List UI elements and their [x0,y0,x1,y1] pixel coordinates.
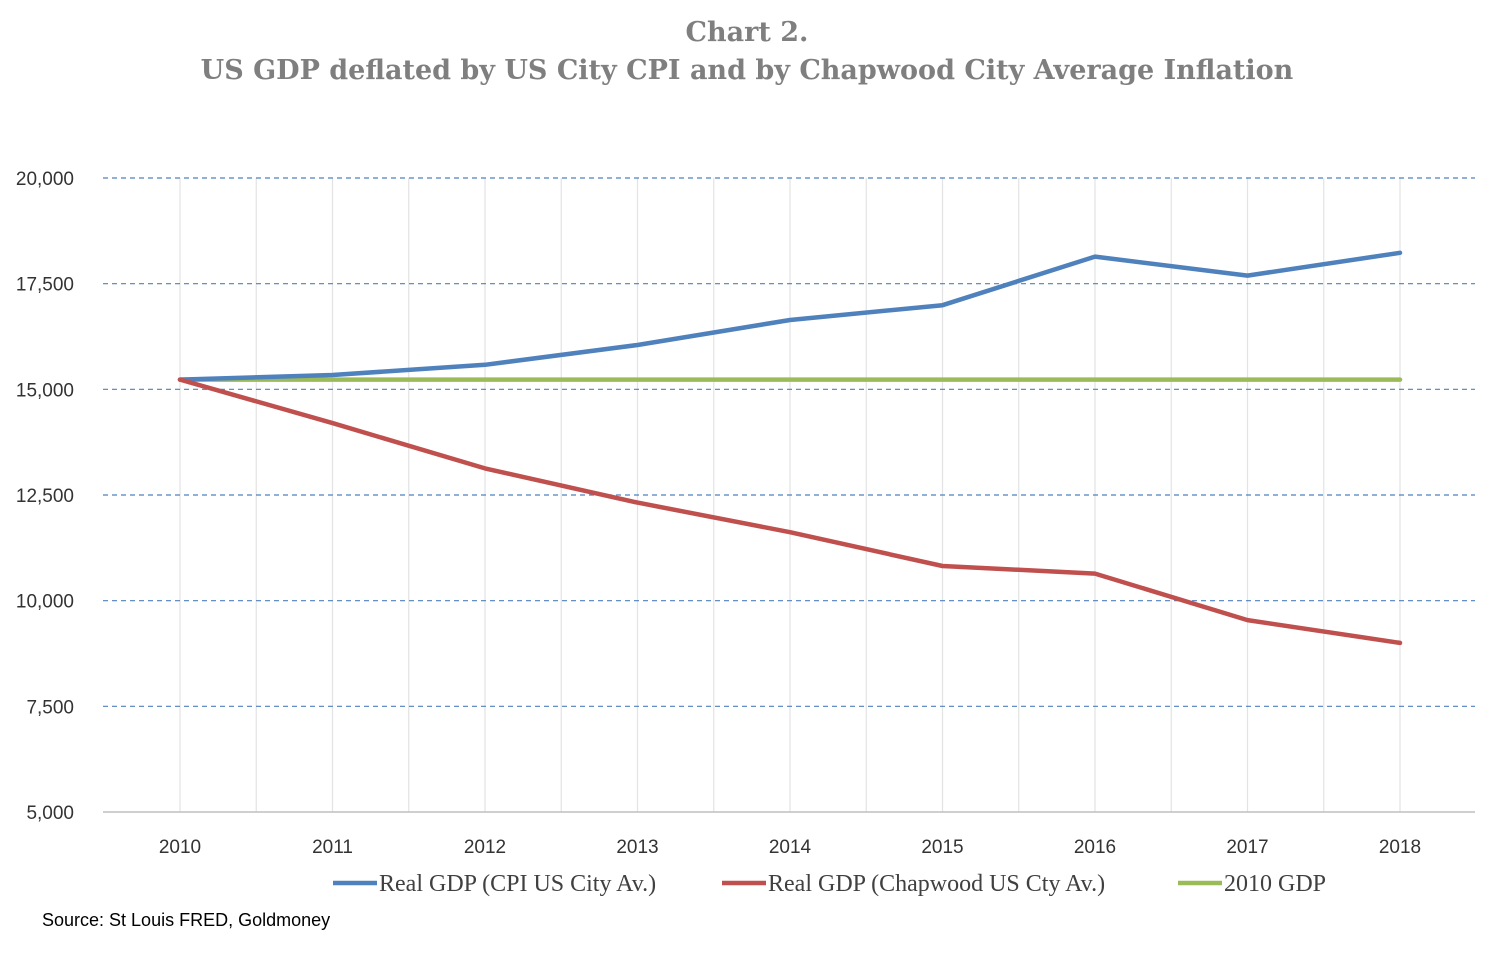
x-tick-label: 2013 [616,837,658,858]
x-tick-label: 2015 [921,837,963,858]
x-tick-label: 2011 [312,837,353,858]
y-tick-label: 12,500 [16,486,74,507]
axes: 5,000 7,500 10,000 12,500 15,000 17,500 20,000… [16,169,1475,858]
legend-label: 2010 GDP [1224,871,1326,897]
series-line-0 [177,250,1403,382]
y-tick-label: 20,000 [16,169,74,190]
y-tick-label: 5,000 [26,803,74,824]
chart-title: Chart 2. [685,17,809,48]
series-line-1 [177,377,1403,646]
chart-subtitle: US GDP deflated by US City CPI and by Ch… [200,55,1294,86]
source-note: Source: St Louis FRED, Goldmoney [42,910,331,930]
chart-title-block: Chart 2. US GDP deflated by US City CPI … [0,14,1494,90]
x-tick-label: 2010 [159,837,201,858]
x-tick-label: 2017 [1226,837,1268,858]
legend: Real GDP (CPI US City Av.) Real GDP (Chap… [333,871,1326,897]
y-tick-label: 7,500 [26,697,74,718]
y-tick-label: 15,000 [16,380,74,401]
y-tick-label: 10,000 [16,592,74,613]
x-tick-label: 2014 [769,837,812,858]
grid [103,177,1475,812]
x-tick-label: 2016 [1074,837,1116,858]
x-tick-label: 2018 [1379,837,1421,858]
y-tick-label: 17,500 [16,275,74,296]
legend-label: Real GDP (CPI US City Av.) [379,871,656,897]
series-lines [177,250,1403,646]
legend-label: Real GDP (Chapwood US Cty Av.) [768,871,1105,897]
x-tick-label: 2012 [464,837,506,858]
